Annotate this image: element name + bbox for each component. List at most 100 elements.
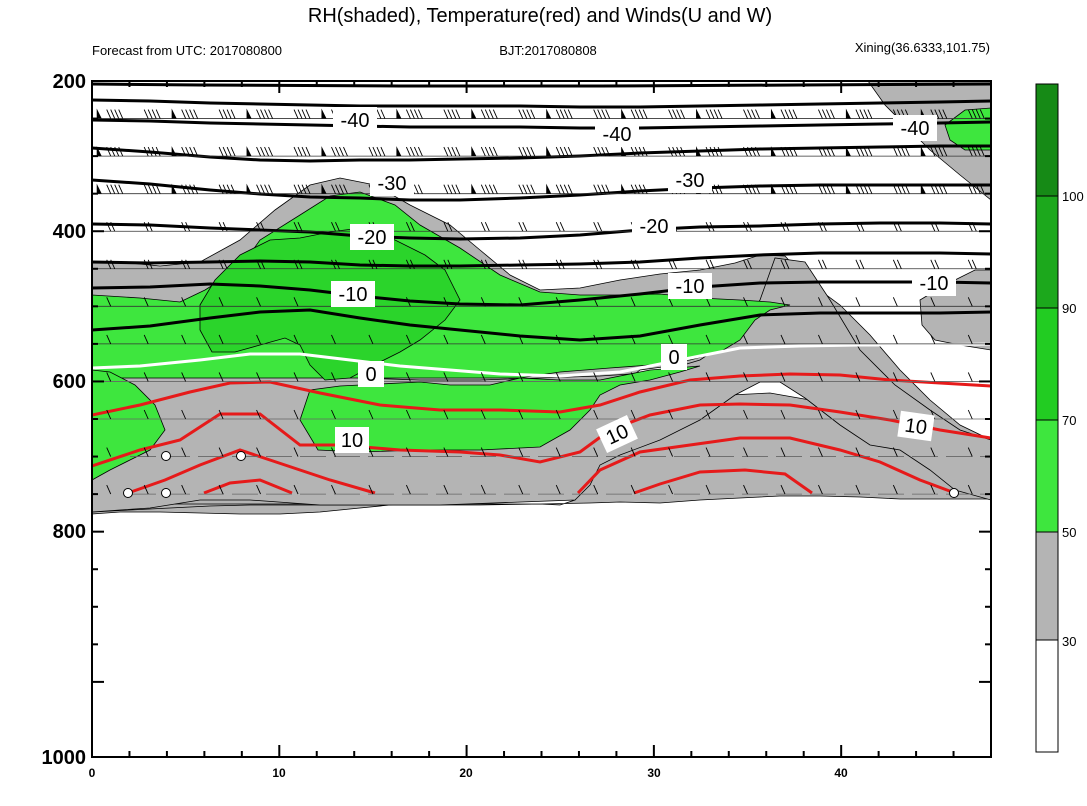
wind-barb [110,259,116,269]
wind-barb [559,184,565,194]
wind-barb [534,81,535,82]
wind-barb [185,222,191,232]
wind-barb [593,372,599,382]
svg-text:-30: -30 [676,170,705,192]
wind-barb [743,484,748,495]
wind-barb [821,81,823,82]
wind-barb-pennant [321,71,326,81]
wind-barb [488,109,494,119]
wind-barb [934,184,940,194]
wind-barb [896,222,902,232]
wind-barb [601,184,607,194]
wind-barb [859,81,860,82]
wind-barb [668,409,674,420]
wind-barb [971,222,977,232]
axes [91,80,992,758]
wind-barb [293,297,299,307]
wind-barb [297,222,303,232]
wind-barb [488,184,494,194]
wind-barb [792,81,793,82]
wind-barb [185,109,191,119]
wind-barb [376,81,377,82]
wind-barb [368,484,374,495]
wind-barb [222,259,228,269]
wind-barb [522,184,528,194]
wind-barb [343,184,348,194]
wind-barb [680,109,686,119]
wind-barb [421,81,423,82]
wind-barb [967,334,973,345]
wind-barb [339,184,344,194]
wind-barb [796,81,797,82]
wind-barb [709,259,715,269]
wind-barb [705,222,711,232]
wind-barb [938,184,944,194]
wind-barb [151,146,157,157]
wind-barb [293,409,299,420]
wind-barb [335,146,340,157]
t-neg35 [92,118,991,130]
wind-barb [755,81,756,82]
wind-barb [971,81,973,82]
wind-barb [518,372,524,382]
t-neg30 [92,144,991,163]
wind-barb [755,146,760,157]
wind-barb [818,222,823,232]
wind-barb [855,259,861,269]
wind-barb [709,222,715,232]
wind-barb [222,81,224,82]
contour-label-neg20-b: -20 [632,213,676,239]
contour-label-neg40-a: -40 [333,107,377,133]
wind-barb [855,184,861,194]
wind-barb [518,409,524,420]
wind-barb [185,259,191,269]
wind-barb [892,259,898,269]
wind-barb [826,146,831,157]
wind-barb [896,146,902,157]
wind-barb [555,184,561,194]
wind-barb [705,259,711,269]
wind-barb [309,81,311,82]
t10-upper [92,372,991,417]
wind-barb [755,109,760,119]
wind-barb [384,81,385,82]
wind-barb [593,146,599,157]
t-neg25 [92,178,991,202]
wind-barb [638,184,644,194]
wind-barb [143,334,149,345]
wind-barb [106,184,112,194]
wind-barb [967,259,973,269]
wind-barb [405,297,411,307]
wind-barb [181,109,187,119]
wind-barb [855,372,861,382]
wind-barb [530,146,536,157]
wind-barb [405,409,411,420]
wind-barb [597,109,603,119]
wind-barb [646,81,648,82]
wind-barb [147,259,153,269]
calm-marker [949,488,959,498]
t10-lower [92,402,991,468]
wind-barb [380,109,386,119]
wind-barb [829,81,831,82]
wind-barb [971,146,977,157]
wind-barb [747,109,752,119]
wind-barb [372,146,378,157]
wind-barb [293,484,299,495]
wind-barb [743,184,748,194]
wind-barb [147,184,153,194]
wind-barb [818,484,823,495]
wind-barb [443,372,449,382]
wind-barb [256,109,261,119]
wind-barb [405,484,411,495]
wind-barb [705,484,711,495]
wind-barb [863,109,869,119]
wind-barb [443,447,449,457]
wind-barb [193,146,199,157]
svg-text:-40: -40 [341,110,370,132]
wind-barb-pennant [621,183,627,194]
svg-text:0: 0 [668,347,679,369]
wind-barb-pennant [396,71,401,81]
wind-barb [181,372,187,382]
wind-barb [559,109,565,119]
